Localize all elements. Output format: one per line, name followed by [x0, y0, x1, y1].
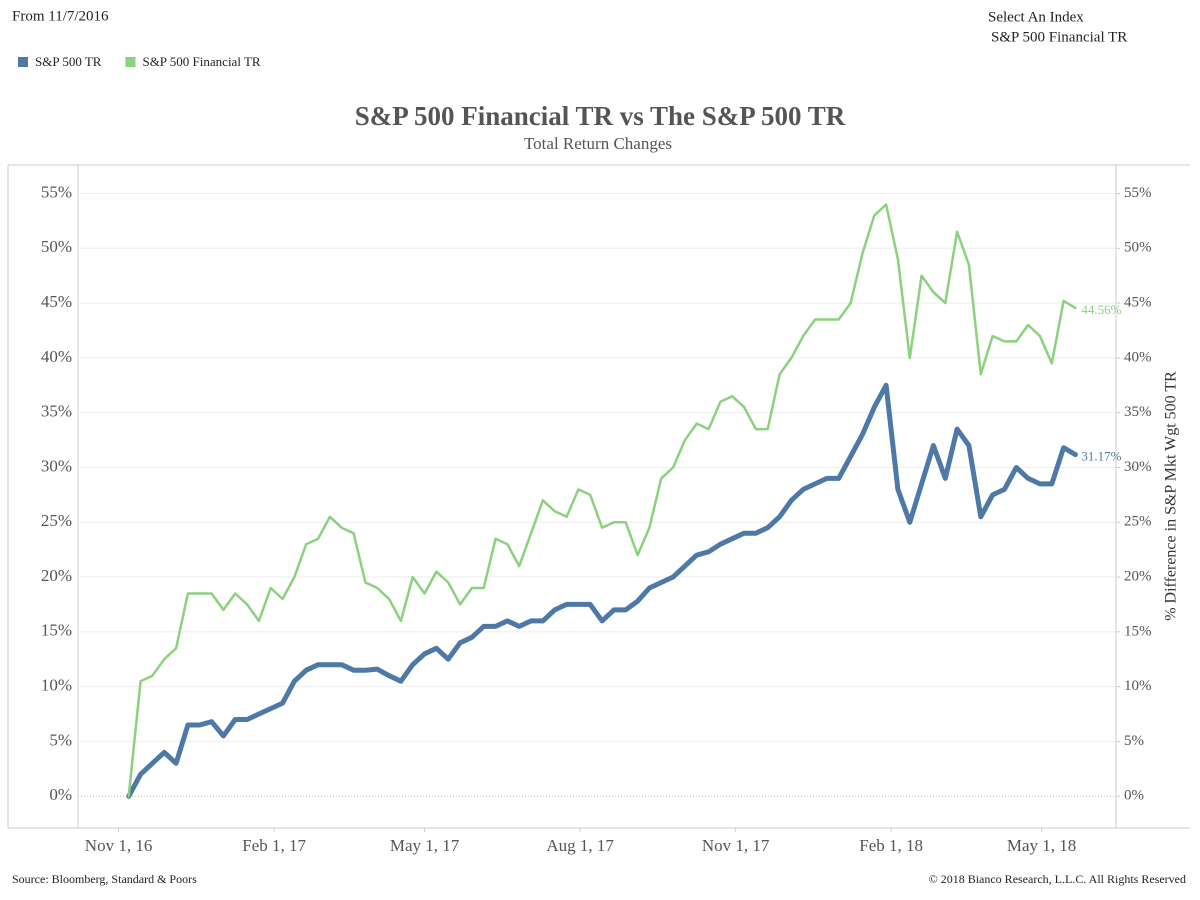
x-tick-label: Aug 1, 17 [546, 836, 614, 855]
y-tick-label: 40% [41, 347, 72, 366]
series-line [126, 382, 1078, 799]
x-tick-label: Feb 1, 17 [242, 836, 306, 855]
y2-tick-label: 5% [1124, 733, 1144, 749]
selector-label: Select An Index [988, 9, 1084, 25]
x-tick-label: Nov 1, 17 [702, 836, 770, 855]
y-tick-label: 10% [41, 676, 72, 695]
y-tick-label: 45% [41, 292, 72, 311]
end-label: 31.17% [1081, 449, 1121, 464]
copyright: © 2018 Bianco Research, L.L.C. All Right… [929, 872, 1186, 886]
x-tick-label: May 1, 18 [1007, 836, 1076, 855]
y2-tick-label: 50% [1124, 240, 1152, 256]
y-tick-label: 0% [49, 785, 72, 804]
y-tick-label: 30% [41, 456, 72, 475]
series-line [127, 203, 1077, 798]
y-tick-label: 15% [41, 621, 72, 640]
legend-swatch [125, 57, 136, 67]
x-tick-label: May 1, 17 [390, 836, 460, 855]
end-label: 44.56% [1081, 302, 1121, 317]
x-tick-label: Nov 1, 16 [85, 836, 153, 855]
y-tick-label: 50% [41, 237, 72, 256]
y2-tick-label: 0% [1124, 788, 1144, 804]
legend-label: S&P 500 TR [35, 54, 102, 69]
y2-tick-label: 15% [1124, 623, 1152, 639]
source: Source: Bloomberg, Standard & Poors [12, 872, 197, 886]
y2-tick-label: 45% [1124, 295, 1152, 311]
y2-tick-label: 35% [1124, 404, 1152, 420]
date-filter[interactable]: From 11/7/2016 [12, 8, 109, 24]
y-tick-label: 5% [49, 730, 72, 749]
y2-tick-label: 30% [1124, 459, 1152, 475]
y2-tick-label: 25% [1124, 514, 1152, 530]
legend-swatch [18, 57, 28, 67]
y2-tick-label: 10% [1124, 678, 1152, 694]
y-tick-label: 35% [41, 402, 72, 421]
chart-title: S&P 500 Financial TR vs The S&P 500 TR [355, 101, 846, 131]
y-tick-label: 55% [41, 182, 72, 201]
x-tick-label: Feb 1, 18 [859, 836, 923, 855]
selector-value[interactable]: S&P 500 Financial TR [991, 29, 1127, 45]
y2-tick-label: 40% [1124, 349, 1152, 365]
y-tick-label: 25% [41, 511, 72, 530]
y2-tick-label: 20% [1124, 568, 1152, 584]
y-tick-label: 20% [41, 566, 72, 585]
y2-tick-label: 55% [1124, 185, 1152, 201]
legend-label: S&P 500 Financial TR [142, 54, 260, 69]
chart-subtitle: Total Return Changes [524, 134, 672, 153]
y2-axis-title: % Difference in S&P Mkt Wgt 500 TR [1163, 371, 1180, 621]
